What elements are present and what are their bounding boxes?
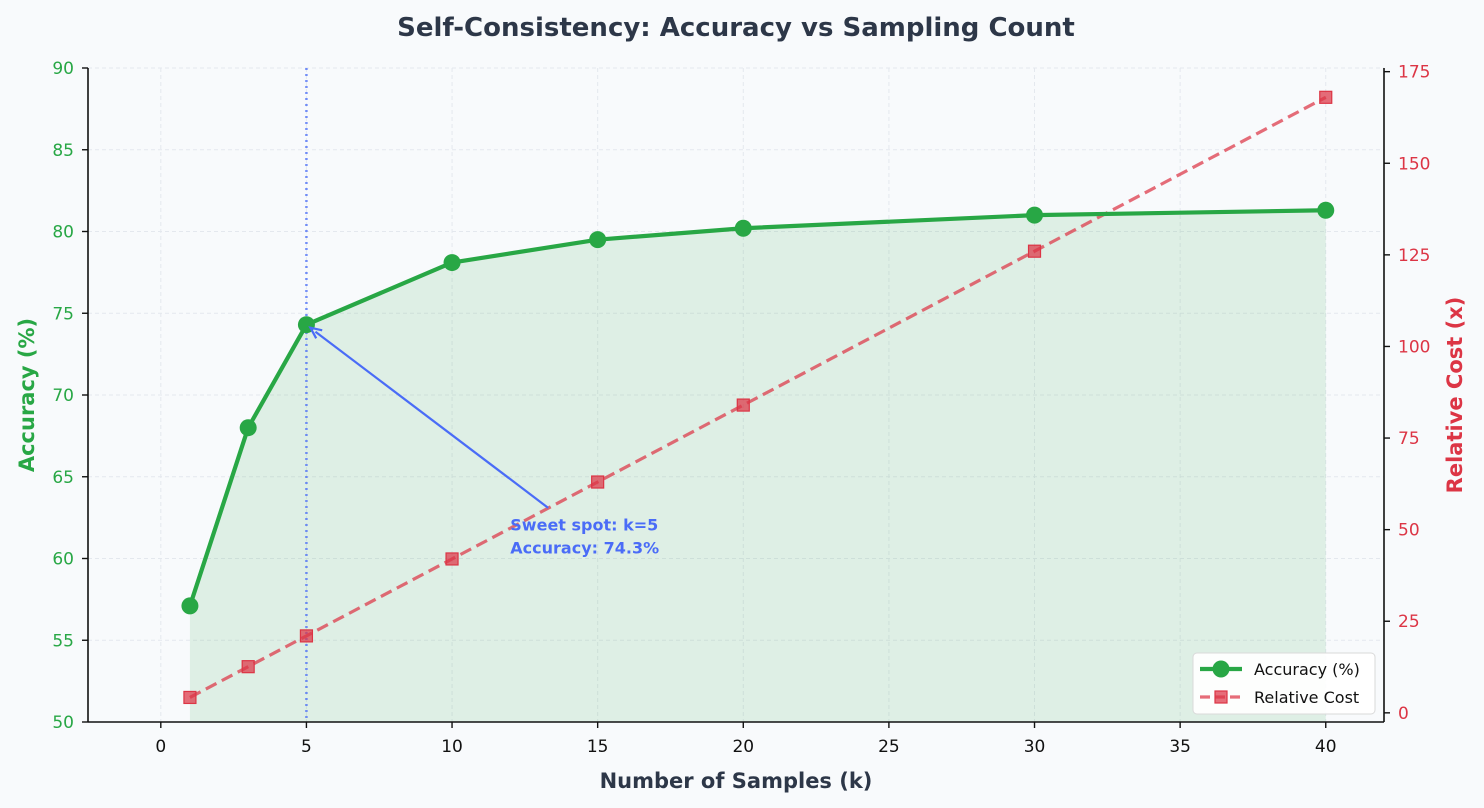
x-tick-label: 10 [441, 737, 463, 757]
y2-tick-label: 25 [1398, 612, 1420, 632]
accuracy-marker [239, 419, 257, 437]
y2-tick-label: 0 [1398, 704, 1409, 724]
y-tick-label: 50 [52, 713, 74, 733]
y-tick-label: 60 [52, 550, 74, 570]
legend-accuracy-marker [1212, 660, 1230, 678]
x-axis-label: Number of Samples (k) [600, 769, 873, 793]
accuracy-area-fill [189, 210, 1326, 722]
y-tick-label: 65 [52, 468, 74, 488]
legend-accuracy-label: Accuracy (%) [1254, 660, 1360, 679]
y2-tick-label: 75 [1398, 429, 1420, 449]
cost-marker [445, 552, 459, 566]
y2-tick-label: 175 [1398, 63, 1430, 83]
accuracy-marker [734, 219, 752, 237]
x-tick-label: 30 [1024, 737, 1046, 757]
x-tick-label: 5 [301, 737, 312, 757]
x-tick-label: 15 [587, 737, 609, 757]
y2-tick-label: 50 [1398, 521, 1420, 541]
cost-marker [1027, 244, 1042, 258]
x-tick-label: 35 [1169, 737, 1191, 757]
x-tick-label: 25 [878, 737, 900, 757]
cost-marker [1319, 90, 1333, 104]
x-tick-label: 0 [155, 737, 166, 757]
cost-marker [591, 475, 605, 489]
accuracy-marker [589, 231, 607, 249]
y-tick-label: 85 [52, 141, 74, 161]
accuracy-marker [181, 597, 199, 615]
annotation-text: Accuracy: 74.3% [510, 539, 659, 558]
annotation-arrow [314, 330, 549, 509]
accuracy-marker [1317, 201, 1335, 219]
y-tick-label: 80 [52, 223, 74, 243]
accuracy-marker [1026, 206, 1044, 224]
annotation-text: Sweet spot: k=5 [510, 516, 658, 535]
legend: Accuracy (%) Relative Cost [1192, 652, 1376, 715]
accuracy-line [187, 208, 1326, 607]
legend-cost-marker [1214, 690, 1228, 704]
annotation-arrowhead [308, 326, 323, 339]
y-tick-label: 55 [52, 631, 74, 651]
y-tick-label: 70 [52, 386, 74, 406]
y-tick-label: 75 [52, 304, 74, 324]
accuracy-marker [443, 254, 461, 272]
cost-marker [241, 660, 255, 674]
y-axis-label: Accuracy (%) [15, 318, 39, 472]
cost-marker [183, 690, 197, 705]
cost-line [189, 95, 1327, 699]
cost-marker [299, 629, 314, 643]
y2-axis-label: Relative Cost (x) [1443, 297, 1467, 494]
y2-tick-label: 100 [1398, 337, 1430, 357]
cost-marker [736, 398, 750, 412]
y2-tick-label: 125 [1398, 246, 1430, 266]
y2-tick-label: 150 [1398, 154, 1430, 174]
x-tick-label: 40 [1315, 737, 1337, 757]
y-tick-label: 90 [52, 59, 74, 79]
x-tick-label: 20 [732, 737, 754, 757]
chart-title: Self-Consistency: Accuracy vs Sampling C… [397, 13, 1075, 43]
legend-cost-label: Relative Cost [1254, 688, 1359, 707]
